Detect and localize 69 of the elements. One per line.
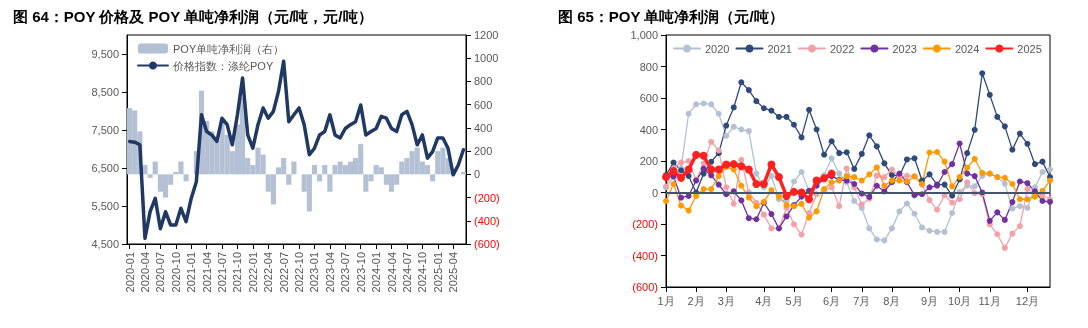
x-tick-label: 2024-04: [385, 252, 398, 293]
x-tick-label: 7月: [853, 294, 871, 307]
legend-label: 2025: [1017, 42, 1042, 55]
y2-tick-label: (600): [474, 238, 500, 250]
y2-tick-label: (400): [474, 214, 500, 227]
x-tick-label: 2024-01: [370, 252, 383, 293]
x-tick-label: 2023-10: [354, 252, 367, 293]
x-tick-label: 2021-07: [216, 252, 229, 293]
y2-tick-label: 0: [474, 168, 481, 181]
y-tick-label: 1,000: [630, 29, 658, 41]
x-tick-label: 2020-07: [154, 252, 167, 293]
y2-tick-label: 600: [474, 98, 493, 111]
y-tick-label: 0: [651, 186, 658, 199]
x-tick-label: 12月: [1015, 294, 1040, 307]
x-tick-label: 11月: [978, 294, 1001, 307]
x-tick-label: 1月: [657, 294, 675, 307]
legend-label: 2021: [767, 42, 792, 55]
x-tick-label: 8月: [883, 294, 901, 307]
legend-label: 2023: [892, 42, 917, 55]
x-tick-label: 10月: [948, 294, 972, 307]
legend-label: 2022: [829, 42, 855, 55]
x-tick-label: 2021-01: [185, 252, 198, 293]
x-tick-label: 2025-04: [447, 252, 460, 293]
legend-label: 2020: [705, 42, 730, 55]
y2-tick-label: 800: [474, 75, 493, 88]
x-tick-label: 2023-07: [339, 252, 352, 293]
y-tick-label: 7,500: [91, 124, 119, 136]
legend-label: 2024: [954, 42, 980, 55]
y-tick-label: (200): [632, 218, 658, 230]
x-tick-label: 2024-07: [400, 252, 413, 293]
y-tick-label: 200: [639, 155, 658, 167]
y-tick-label: 600: [639, 92, 658, 104]
y-tick-label: 9,500: [91, 48, 119, 60]
y-tick-label: 800: [639, 60, 658, 73]
y-tick-label: (400): [632, 249, 658, 262]
x-tick-label: 9月: [920, 294, 939, 307]
y2-tick-label: 1200: [474, 29, 499, 41]
x-tick-label: 5月: [785, 294, 803, 307]
y-tick-label: 5,500: [91, 200, 119, 212]
x-tick-label: 3月: [717, 294, 735, 307]
y-tick-label: 8,500: [91, 86, 119, 98]
x-tick-label: 2025-01: [431, 252, 444, 293]
x-tick-label: 2021-10: [231, 252, 244, 293]
y-tick-label: (600): [632, 281, 658, 293]
x-tick-label: 2022-01: [246, 252, 259, 293]
chart-title: 图 64：POY 价格及 POY 单吨净利润（元/吨，元/吨）: [13, 8, 373, 25]
x-tick-label: 2022-10: [293, 252, 306, 293]
x-tick-label: 2021-04: [200, 252, 213, 293]
chart-title: 图 65：POY 单吨净利润（元/吨）: [558, 8, 784, 25]
x-tick-label: 2020-01: [123, 252, 136, 293]
y2-tick-label: 200: [474, 145, 493, 158]
x-tick-label: 2020-04: [138, 252, 151, 293]
y-tick-label: 400: [639, 123, 658, 136]
x-tick-label: 2023-01: [308, 252, 321, 293]
y-tick-label: 6,500: [91, 162, 119, 174]
x-tick-label: 6月: [823, 294, 841, 307]
y2-tick-label: (200): [474, 191, 500, 204]
x-tick-label: 2月: [687, 294, 705, 307]
x-tick-label: 2022-07: [277, 252, 290, 293]
legend-label: POY单吨净利润（右）: [173, 42, 285, 55]
x-tick-label: 2024-10: [416, 252, 429, 293]
y-tick-label: 4,500: [91, 238, 119, 250]
y2-tick-label: 1000: [474, 52, 499, 65]
legend-label: 价格指数：涤纶POY: [172, 59, 274, 72]
y2-tick-label: 400: [474, 121, 493, 134]
x-tick-label: 2022-04: [262, 252, 275, 293]
x-tick-label: 4月: [755, 294, 773, 307]
x-tick-label: 2023-04: [323, 252, 336, 293]
x-tick-label: 2020-10: [169, 252, 182, 293]
